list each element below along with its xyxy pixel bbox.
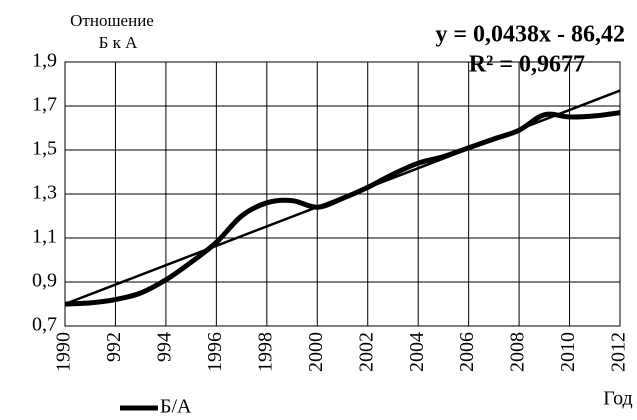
x-tick-label: 1996 xyxy=(204,332,226,372)
y-axis-label: Б к А xyxy=(99,33,139,52)
x-tick-label: 1990 xyxy=(53,332,75,372)
y-axis-label: Отношение xyxy=(70,11,154,30)
y-tick-label: 1,9 xyxy=(32,50,57,72)
y-tick-label: 0,7 xyxy=(32,314,57,336)
x-tick-label: 2008 xyxy=(507,332,529,372)
r-squared: R² = 0,9677 xyxy=(469,52,585,78)
y-tick-label: 1,5 xyxy=(32,138,57,160)
x-tick-label: 2000 xyxy=(305,332,327,372)
x-tick-label: 2006 xyxy=(456,332,478,372)
x-tick-label: 1998 xyxy=(254,332,276,372)
x-tick-label: 2010 xyxy=(557,332,579,372)
x-axis-label: Год xyxy=(603,388,632,410)
x-tick-label: 2002 xyxy=(355,332,377,372)
trend-equation: y = 0,0438x - 86,42 xyxy=(435,22,625,48)
x-tick-label: 992 xyxy=(103,332,125,362)
legend-label: Б/А xyxy=(160,396,192,418)
x-tick-label: 994 xyxy=(154,332,176,362)
y-tick-label: 1,3 xyxy=(32,182,57,204)
data-line xyxy=(64,110,621,307)
x-tick-label: 2012 xyxy=(608,332,630,372)
y-tick-label: 1,7 xyxy=(32,94,57,116)
y-tick-label: 0,9 xyxy=(32,270,57,292)
plot-frame xyxy=(64,61,621,327)
x-tick-label: 2004 xyxy=(406,332,428,372)
y-tick-label: 1,1 xyxy=(32,226,57,248)
